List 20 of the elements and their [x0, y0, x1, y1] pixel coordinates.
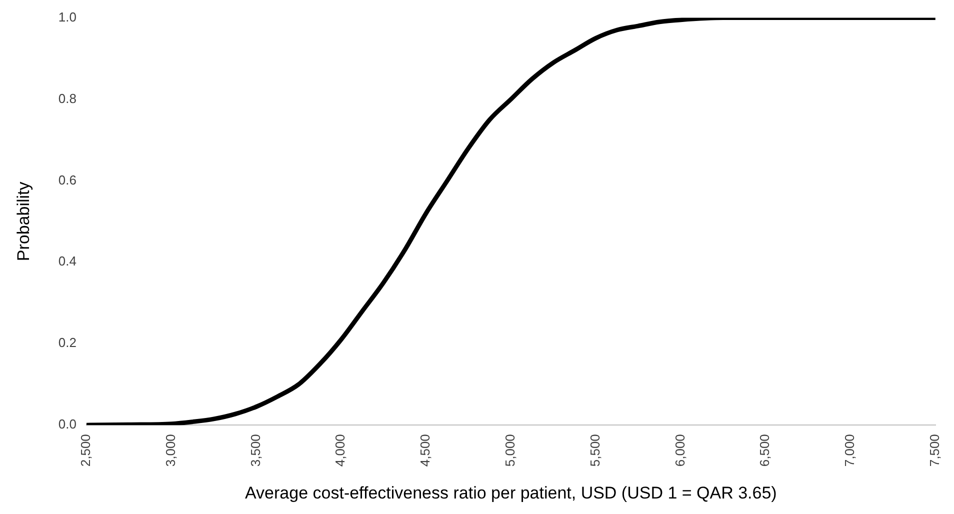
x-tick-label: 4,500: [418, 434, 433, 467]
x-tick-label: 6,500: [757, 434, 772, 467]
x-tick-label: 5,000: [502, 434, 518, 467]
line-series: [86, 18, 936, 426]
x-axis-title: Average cost-effectiveness ratio per patient, USD (USD 1 = QAR 3.65): [245, 483, 777, 502]
x-tick-label: 7,000: [842, 434, 858, 467]
y-axis-title: Probability: [14, 181, 33, 262]
y-tick-label: 0.4: [58, 254, 76, 269]
y-tick-label: 0.8: [58, 90, 76, 106]
x-tick-label: 6,000: [672, 434, 688, 467]
y-tick-label: 0.0: [58, 416, 76, 432]
x-tick-label: 5,500: [587, 434, 602, 467]
y-tick-label: 1.0: [58, 9, 76, 24]
x-tick-label: 4,000: [332, 434, 348, 467]
x-tick-label: 7,500: [926, 434, 942, 467]
y-tick-label: 0.2: [58, 335, 76, 350]
y-tick-label: 0.6: [58, 172, 76, 188]
x-tick-label: 3,500: [248, 434, 263, 467]
x-tick-label: 2,500: [78, 434, 94, 467]
x-tick-label: 3,000: [162, 434, 178, 467]
